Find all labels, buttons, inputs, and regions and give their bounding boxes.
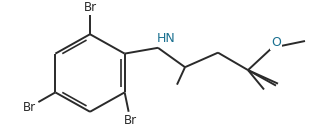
Text: Br: Br	[23, 101, 36, 114]
Text: HN: HN	[156, 32, 175, 45]
Text: Br: Br	[84, 1, 97, 14]
Text: O: O	[271, 36, 281, 50]
Text: Br: Br	[124, 114, 137, 127]
